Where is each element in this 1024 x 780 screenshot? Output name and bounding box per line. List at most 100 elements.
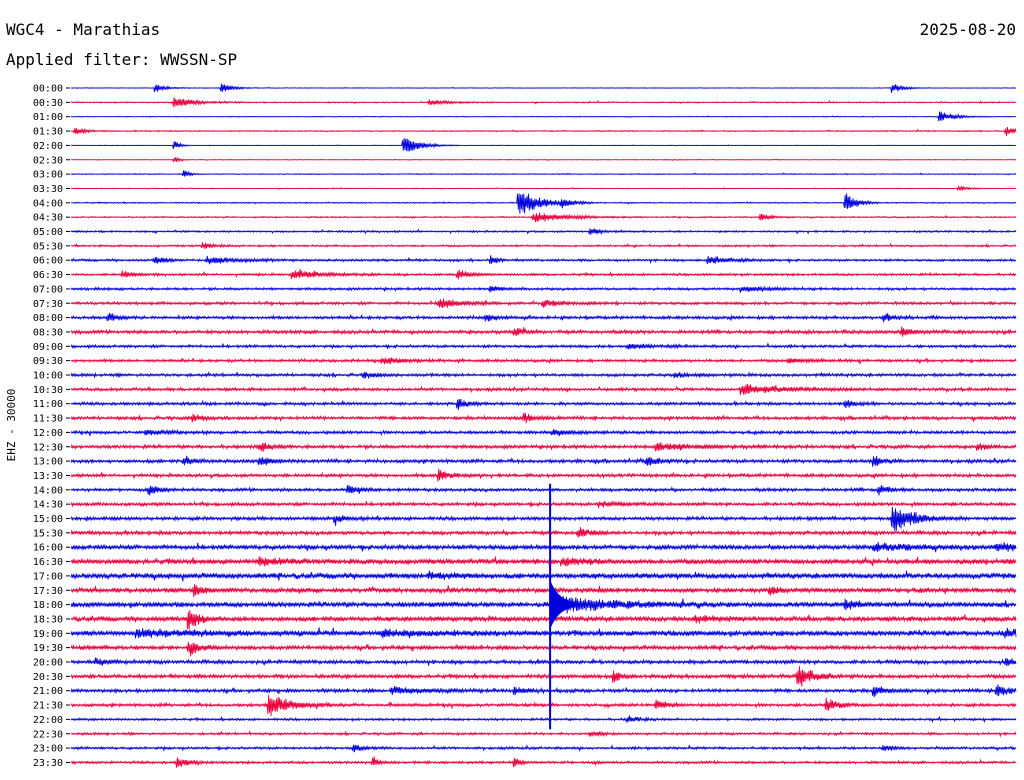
row-time-label: 15:30 [33,528,63,539]
row-time-label: 19:30 [33,643,63,654]
trace-line [70,383,1017,396]
row-time-label: 05:30 [33,241,63,252]
trace-line [70,756,1017,768]
row-time-label: 10:00 [33,371,63,382]
trace-line [70,527,1017,538]
trace-line [70,255,1017,265]
trace-line [70,694,1017,717]
trace-line [70,326,1017,337]
row-time-label: 13:30 [33,471,63,482]
trace-line [70,595,1017,614]
trace-line [70,156,1017,163]
row-time-label: 02:00 [33,141,63,152]
trace-line [70,556,1017,567]
row-time-label: 01:00 [33,112,63,123]
row-time-label: 17:30 [33,586,63,597]
trace-line [70,212,1017,223]
trace-line [70,185,1017,192]
major-event-peak [549,580,581,629]
row-time-label: 03:30 [33,184,63,195]
row-time-label: 21:30 [33,701,63,712]
trace-line [70,193,1017,214]
row-time-label: 04:30 [33,213,63,224]
trace-line [70,584,1017,597]
row-time-label: 09:30 [33,356,63,367]
row-time-label: 23:30 [33,758,63,769]
row-time-label: 22:30 [33,729,63,740]
row-time-label: 20:30 [33,672,63,683]
row-time-label: 03:00 [33,170,63,181]
row-time-label: 07:00 [33,284,63,295]
y-axis-label: EHZ - 30000 [5,389,18,462]
row-time-label: 11:30 [33,414,63,425]
trace-line [70,729,1017,738]
trace-line [70,138,1017,152]
row-time-label: 18:00 [33,600,63,611]
row-time-label: 04:00 [33,198,63,209]
trace-line [70,743,1017,753]
trace-line [70,715,1017,724]
trace-line [70,570,1017,582]
trace-line [70,507,1017,531]
trace-line [70,399,1017,410]
trace-line [70,627,1017,639]
row-time-label: 23:00 [33,744,63,755]
row-time-label: 01:30 [33,127,63,138]
date-label: 2025-08-20 [919,20,1016,39]
trace-line [70,170,1017,177]
row-time-label: 00:30 [33,98,63,109]
trace-line [70,485,1017,496]
trace-line [70,127,1017,136]
row-time-label: 15:00 [33,514,63,525]
trace-line [70,641,1017,657]
row-time-label: 16:00 [33,543,63,554]
filter-label: Applied filter: WWSSN-SP [6,50,238,69]
trace-line [70,298,1017,309]
row-time-label: 21:00 [33,686,63,697]
trace-line [70,111,1017,122]
row-time-label: 05:00 [33,227,63,238]
trace-line [70,269,1017,280]
row-time-label: 11:00 [33,399,63,410]
row-time-label: 06:30 [33,270,63,281]
trace-line [70,83,1017,93]
trace-line [70,228,1017,236]
row-time-label: 17:00 [33,571,63,582]
row-time-label: 08:00 [33,313,63,324]
row-time-label: 19:00 [33,629,63,640]
row-time-label: 06:00 [33,256,63,267]
row-time-label: 12:00 [33,428,63,439]
trace-line [70,610,1017,630]
row-time-label: 08:30 [33,327,63,338]
row-time-label: 02:30 [33,155,63,166]
row-time-label: 13:00 [33,457,63,468]
trace-line [70,242,1017,249]
trace-line [70,666,1017,687]
row-time-label: 10:30 [33,385,63,396]
row-time-label: 09:00 [33,342,63,353]
row-time-label: 07:30 [33,299,63,310]
trace-line [70,542,1017,553]
trace-line [70,442,1017,452]
row-time-label: 18:30 [33,614,63,625]
row-time-label: 22:00 [33,715,63,726]
trace-line [70,97,1017,107]
trace-line [70,500,1017,509]
trace-line [70,455,1017,467]
row-time-label: 12:30 [33,442,63,453]
row-time-label: 00:00 [33,84,63,95]
trace-line [70,357,1017,365]
trace-line [70,468,1017,482]
trace-line [70,312,1017,323]
trace-line [70,285,1017,293]
trace-line [70,412,1017,424]
trace-line [70,341,1017,351]
trace-line [70,684,1017,698]
station-title: WGC4 - Marathias [6,20,161,39]
row-time-label: 14:30 [33,500,63,511]
row-time-label: 20:00 [33,658,63,669]
row-time-label: 14:00 [33,485,63,496]
row-time-label: 16:30 [33,557,63,568]
